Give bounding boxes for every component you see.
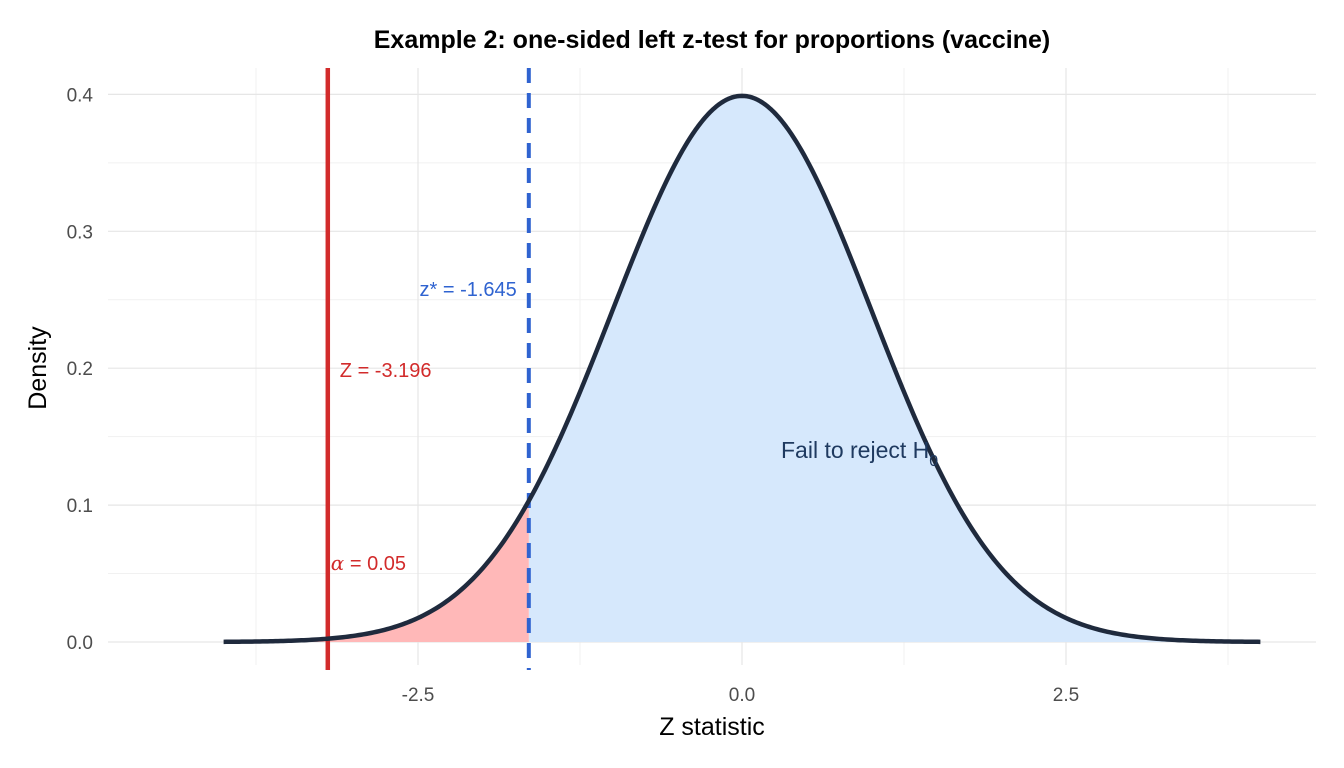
alpha-symbol: α bbox=[331, 551, 345, 575]
y-ticks: 0.0 0.1 0.2 0.3 0.4 bbox=[67, 85, 94, 654]
fail-to-reject-label: Fail to reject H0 bbox=[781, 437, 938, 470]
acceptance-region bbox=[528, 95, 1261, 643]
y-tick-label: 0.1 bbox=[67, 496, 93, 517]
curve-layer bbox=[223, 93, 1261, 645]
regions bbox=[223, 95, 1261, 643]
fail-to-reject-subscript: 0 bbox=[929, 453, 938, 470]
y-tick-label: 0.4 bbox=[67, 85, 94, 106]
chart-title: Example 2: one-sided left z-test for pro… bbox=[374, 26, 1051, 54]
x-ticks: -2.5 0.0 2.5 bbox=[402, 685, 1080, 706]
alpha-label: α = 0.05 bbox=[331, 551, 406, 575]
alpha-value: = 0.05 bbox=[344, 553, 406, 575]
x-tick-label: 2.5 bbox=[1053, 685, 1079, 706]
reference-lines bbox=[325, 68, 531, 670]
x-axis-title: Z statistic bbox=[659, 713, 765, 741]
test-statistic-label: Z = -3.196 bbox=[340, 360, 432, 382]
y-tick-label: 0.3 bbox=[67, 222, 93, 243]
density-curve bbox=[223, 93, 1261, 645]
critical-value-label: z* = -1.645 bbox=[420, 279, 517, 301]
x-tick-label: -2.5 bbox=[402, 685, 435, 706]
fail-to-reject-text: Fail to reject H bbox=[781, 437, 929, 463]
x-tick-label: 0.0 bbox=[729, 685, 755, 706]
annotations: z* = -1.645 Z = -3.196 α = 0.05 Fail to rej… bbox=[331, 279, 938, 575]
y-tick-label: 0.2 bbox=[67, 359, 93, 380]
rejection-region bbox=[223, 500, 529, 642]
y-axis-title: Density bbox=[24, 326, 52, 410]
y-tick-label: 0.0 bbox=[67, 633, 93, 654]
